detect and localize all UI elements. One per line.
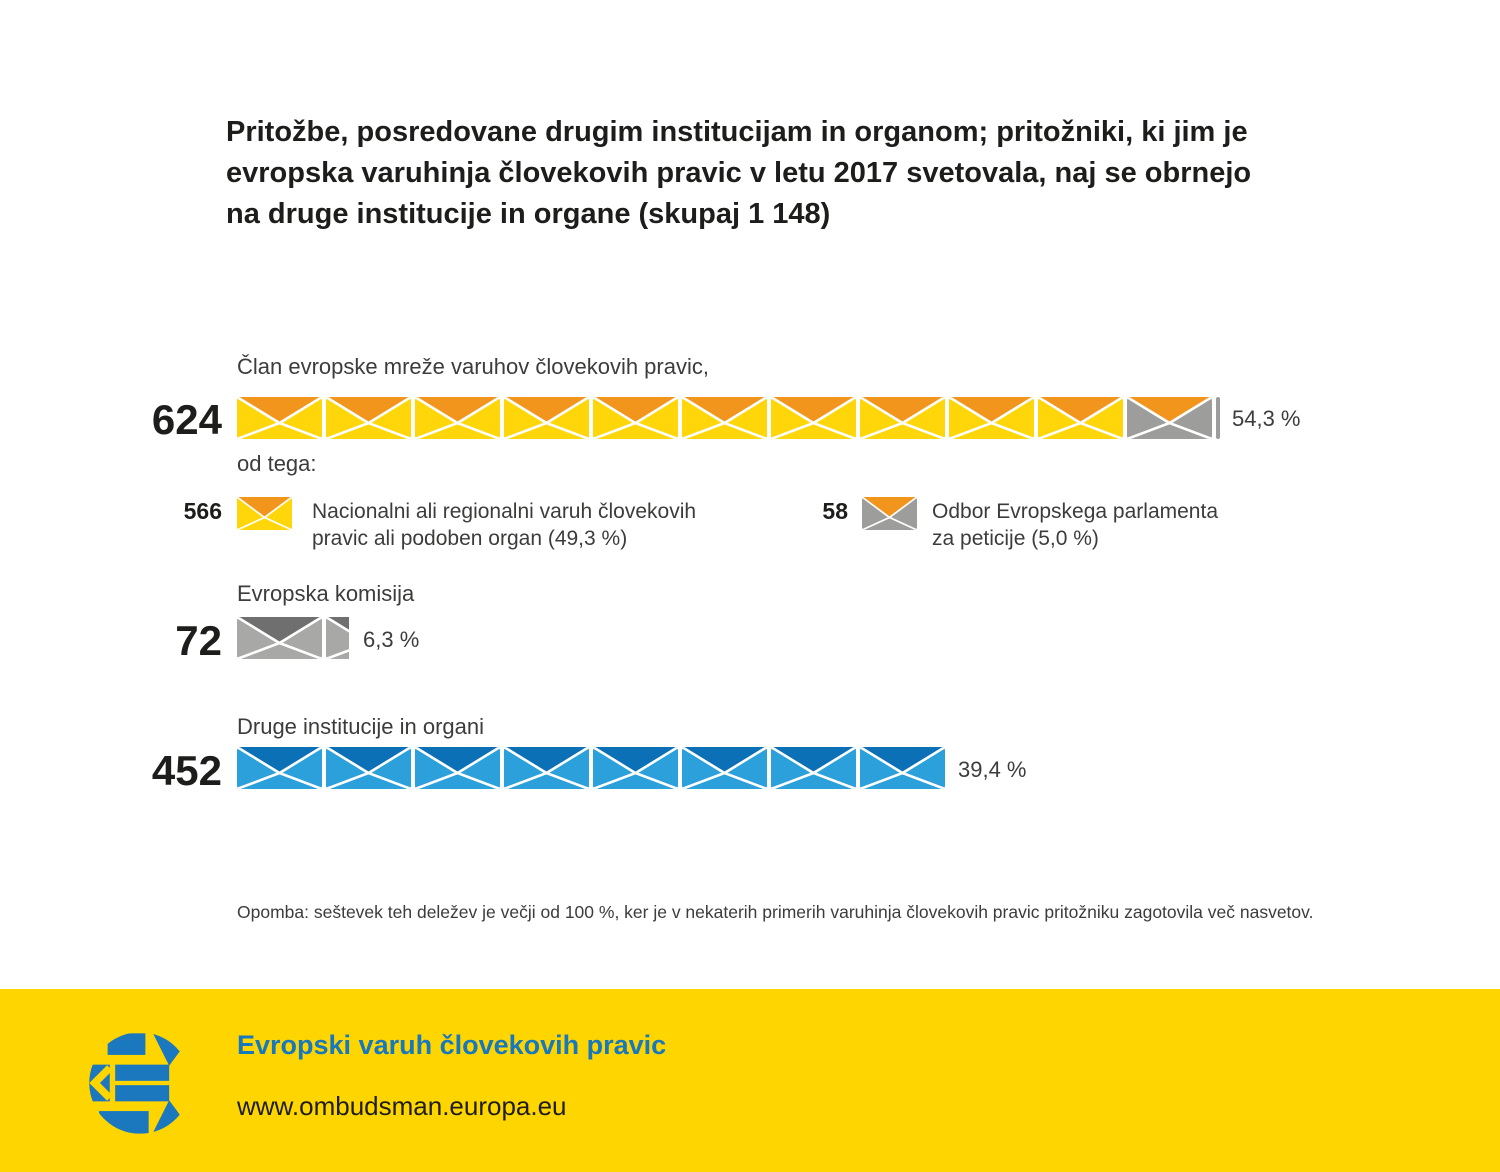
envelope-icon <box>949 397 1034 439</box>
envelope-icon <box>415 397 500 439</box>
european-ombudsman-logo-icon <box>89 1033 185 1134</box>
envelope-icon <box>504 747 589 789</box>
page-title-line-3: na druge institucije in organe (skupaj 1… <box>226 198 831 230</box>
legend-label-national: Nacionalni ali regionalni varuh človekov… <box>312 500 697 550</box>
row-value-network: 624 <box>151 396 222 443</box>
envelope-partial-icon <box>326 617 349 659</box>
envelope-icon <box>326 397 411 439</box>
envelope-sliver <box>1216 397 1220 439</box>
row-value-other: 452 <box>151 747 222 794</box>
row-label-other: Druge institucije in organi <box>237 714 485 739</box>
envelope-bar-other <box>237 747 945 789</box>
envelope-icon <box>415 747 500 789</box>
envelope-icon <box>593 397 678 439</box>
envelope-icon <box>593 747 678 789</box>
envelope-icon <box>237 397 322 439</box>
envelope-icon <box>860 747 945 789</box>
page-title-line-1: Pritožbe, posredovane drugim institucija… <box>226 116 1248 148</box>
footer-band: Evropski varuh človekovih pravic www.omb… <box>0 989 1500 1172</box>
row-percent-network: 54,3 % <box>1232 406 1301 431</box>
envelope-icon <box>237 497 292 530</box>
legend-value-national: 566 <box>183 498 222 524</box>
legend-label-petitions: Odbor Evropskega parlamenta za peticije … <box>932 500 1218 550</box>
row-label-network: Član evropske mreže varuhov človekovih p… <box>237 354 709 379</box>
legend-envelope-icon-national <box>237 497 292 535</box>
legend-envelope-icon-petitions <box>862 497 917 535</box>
envelope-icon <box>862 497 917 530</box>
footer-brand-title: Evropski varuh človekovih pravic <box>237 1030 667 1060</box>
row-value-commission: 72 <box>175 617 222 664</box>
footer-url: www.ombudsman.europa.eu <box>237 1091 567 1121</box>
envelope-icon <box>682 397 767 439</box>
envelope-icon <box>237 747 322 789</box>
envelope-icon <box>1127 397 1212 439</box>
envelope-icon <box>771 747 856 789</box>
footnote: Opomba: seštevek teh deležev je večji od… <box>237 902 1314 922</box>
envelope-icon <box>1038 397 1123 439</box>
envelope-bar-network <box>237 397 1220 439</box>
envelope-icon <box>771 397 856 439</box>
envelope-icon <box>682 747 767 789</box>
row-percent-other: 39,4 % <box>958 757 1027 782</box>
page-title-line-2: evropska varuhinja človekovih pravic v l… <box>226 157 1252 189</box>
envelope-icon <box>504 397 589 439</box>
page-title: Pritožbe, posredovane drugim institucija… <box>226 112 1251 235</box>
envelope-icon <box>237 617 322 659</box>
row-percent-commission: 6,3 % <box>363 627 420 652</box>
envelope-bar-commission <box>237 617 349 659</box>
row-label-commission: Evropska komisija <box>237 581 415 606</box>
envelope-icon <box>860 397 945 439</box>
legend-value-petitions: 58 <box>822 498 848 524</box>
subnote-label: od tega: <box>237 451 317 476</box>
envelope-icon <box>326 747 411 789</box>
envelope-icon <box>326 617 349 659</box>
